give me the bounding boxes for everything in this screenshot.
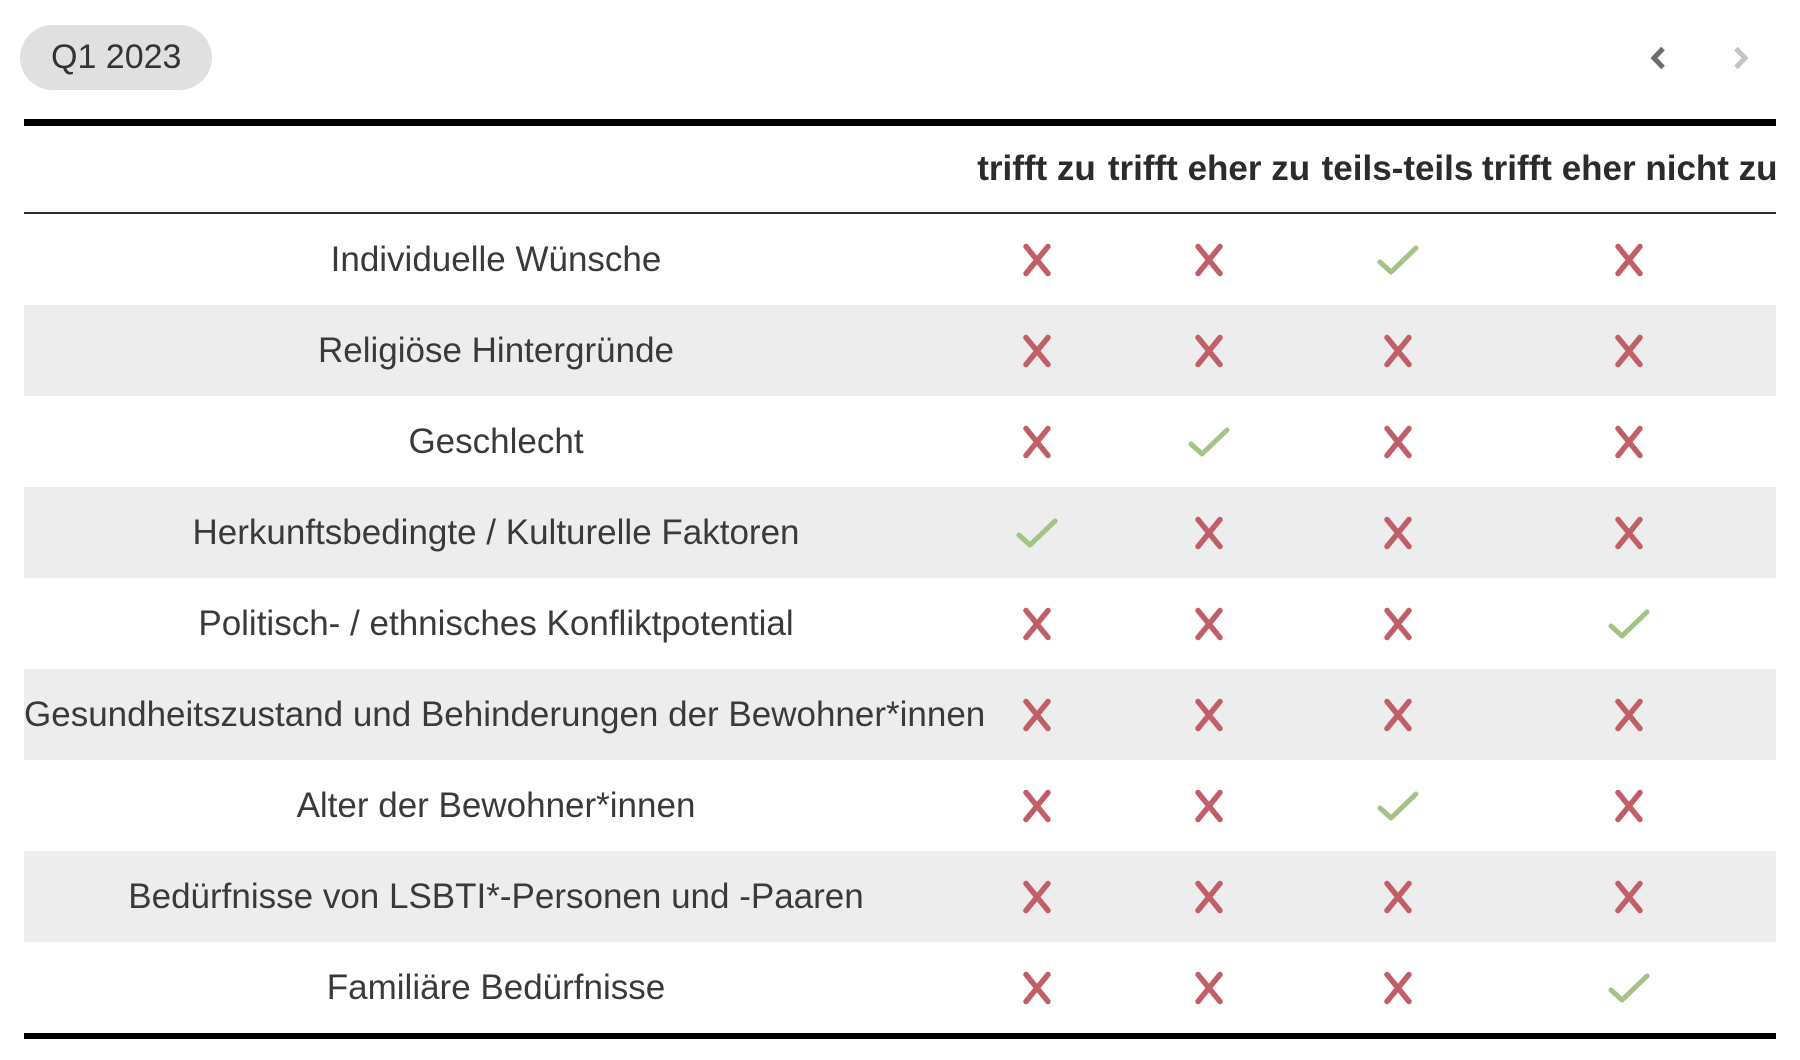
row-label: Alter der Bewohner*innen	[296, 785, 696, 825]
table-row: Geschlecht	[24, 396, 1776, 487]
row-label: Politisch- / ethnisches Konfliktpotentia…	[198, 603, 794, 643]
x-mark-icon	[1482, 424, 1776, 460]
row-label: Religiöse Hintergründe	[317, 330, 675, 370]
row-label: Geschlecht	[408, 421, 584, 461]
period-chip-label: Q1 2023	[51, 38, 182, 76]
column-header-trifft-zu: trifft zu	[977, 149, 1096, 188]
table-row: Individuelle Wünsche	[24, 214, 1776, 305]
x-mark-icon	[1313, 333, 1482, 369]
table-row: Herkunftsbedingte / Kulturelle Faktoren	[24, 487, 1776, 578]
x-mark-icon	[1105, 242, 1313, 278]
x-mark-icon	[1105, 697, 1313, 733]
table-row: Politisch- / ethnisches Konfliktpotentia…	[24, 578, 1776, 669]
x-mark-icon	[968, 879, 1105, 915]
toolbar: Q1 2023	[0, 0, 1800, 119]
check-mark-icon	[968, 517, 1105, 549]
x-mark-icon	[968, 970, 1105, 1006]
x-mark-icon	[968, 333, 1105, 369]
x-mark-icon	[1482, 788, 1776, 824]
x-mark-icon	[968, 697, 1105, 733]
table-row: Religiöse Hintergründe	[24, 305, 1776, 396]
ratings-table: trifft zu trifft eher zu teils-teils tri…	[24, 119, 1778, 1039]
x-mark-icon	[1313, 970, 1482, 1006]
x-mark-icon	[1313, 606, 1482, 642]
x-mark-icon	[1482, 515, 1776, 551]
x-mark-icon	[1482, 242, 1776, 278]
table-row: Familiäre Bedürfnisse	[24, 942, 1776, 1033]
table-row: Alter der Bewohner*innen	[24, 760, 1776, 851]
x-mark-icon	[1482, 879, 1776, 915]
check-mark-icon	[1313, 244, 1482, 276]
check-mark-icon	[1105, 426, 1313, 458]
x-mark-icon	[1482, 333, 1776, 369]
row-label: Bedürfnisse von LSBTI*-Personen und -Paa…	[128, 876, 864, 916]
period-chip[interactable]: Q1 2023	[20, 25, 213, 90]
x-mark-icon	[968, 424, 1105, 460]
row-label: Individuelle Wünsche	[330, 239, 662, 279]
table-row: Bedürfnisse von LSBTI*-Personen und -Paa…	[24, 851, 1776, 942]
x-mark-icon	[1482, 697, 1776, 733]
x-mark-icon	[1313, 424, 1482, 460]
row-label: Herkunftsbedingte / Kulturelle Faktoren	[192, 512, 800, 552]
table-body: Individuelle Wünsche Religiöse Hintergrün…	[24, 214, 1776, 1033]
x-mark-icon	[968, 606, 1105, 642]
check-mark-icon	[1482, 972, 1776, 1004]
row-label: Familiäre Bedürfnisse	[326, 967, 666, 1007]
x-mark-icon	[1313, 515, 1482, 551]
x-mark-icon	[1105, 333, 1313, 369]
x-mark-icon	[1313, 879, 1482, 915]
check-mark-icon	[1482, 608, 1776, 640]
x-mark-icon	[1105, 879, 1313, 915]
chevron-left-icon[interactable]	[1645, 44, 1673, 72]
x-mark-icon	[968, 242, 1105, 278]
column-header-trifft-eher-zu: trifft eher zu	[1107, 149, 1311, 188]
x-mark-icon	[1313, 697, 1482, 733]
column-header-trifft-eher-nicht-zu: trifft eher nicht zu	[1482, 149, 1778, 188]
x-mark-icon	[1105, 970, 1313, 1006]
x-mark-icon	[1105, 606, 1313, 642]
column-header-teils-teils: teils-teils	[1321, 149, 1474, 188]
x-mark-icon	[1105, 788, 1313, 824]
x-mark-icon	[1105, 515, 1313, 551]
chevron-right-icon[interactable]	[1726, 44, 1754, 72]
check-mark-icon	[1313, 790, 1482, 822]
table-header-row: trifft zu trifft eher zu teils-teils tri…	[24, 126, 1778, 214]
row-label: Gesundheitszustand und Behinderungen der…	[24, 694, 986, 734]
x-mark-icon	[968, 788, 1105, 824]
table-row: Gesundheitszustand und Behinderungen der…	[24, 669, 1776, 760]
